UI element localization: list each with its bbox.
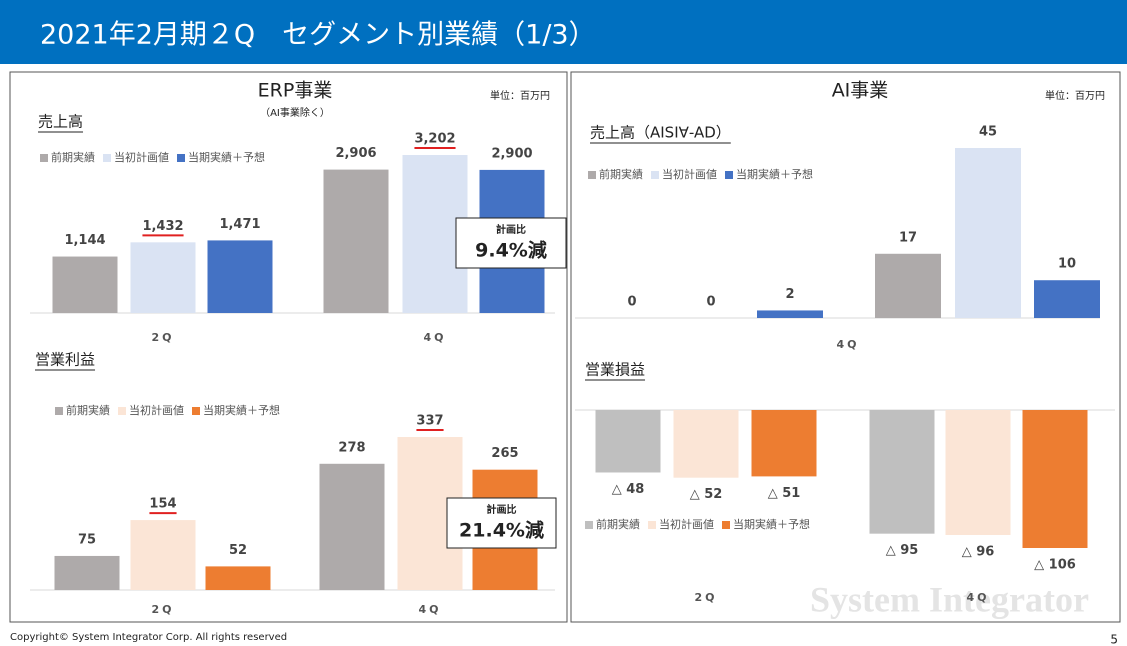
x-tick-label: 2Q: [151, 603, 174, 616]
x-tick-label: 4Q: [423, 331, 446, 344]
bar: [751, 410, 817, 477]
bar: [207, 240, 273, 313]
legend-swatch: [177, 154, 185, 162]
data-label: 52: [229, 543, 247, 558]
bar: [1034, 280, 1100, 318]
bar: [205, 566, 271, 590]
legend-label: 前期実績: [599, 167, 643, 181]
header-title: 2021年2月期２Q セグメント別業績（1/3）: [40, 20, 596, 51]
chart-title: 営業損益: [585, 361, 645, 379]
callout-text: 21.4%減: [459, 519, 544, 542]
data-label: 17: [899, 230, 917, 245]
bar: [52, 256, 118, 313]
unit: 単位：百万円: [1045, 89, 1105, 102]
legend-label: 当初計画値: [114, 150, 169, 164]
data-label: △ 52: [690, 487, 723, 502]
header-bar: [0, 0, 1127, 64]
data-label: 2,906: [335, 146, 376, 161]
bar: [1022, 410, 1088, 548]
data-label: △ 96: [962, 544, 995, 559]
callout-text: 9.4%減: [475, 239, 547, 262]
legend-label: 当初計画値: [659, 517, 714, 531]
bar: [130, 520, 196, 590]
data-label: △ 48: [612, 482, 645, 497]
data-label: 1,471: [219, 217, 260, 232]
bar: [673, 410, 739, 478]
legend-label: 当期実績＋予想: [203, 403, 280, 417]
panel-title: ERP事業: [258, 80, 333, 102]
legend-label: 当初計画値: [662, 167, 717, 181]
legend-swatch: [648, 521, 656, 529]
legend-swatch: [651, 171, 659, 179]
callout-box: [455, 217, 567, 269]
bar: [869, 410, 935, 534]
callout-box: [446, 497, 557, 549]
data-label: 1,144: [64, 233, 105, 248]
watermark: System Integrator: [810, 579, 1089, 619]
chart-title: 営業利益: [35, 351, 95, 369]
legend-swatch: [725, 171, 733, 179]
data-label: 278: [338, 440, 365, 455]
x-tick-label: 2Q: [151, 331, 174, 344]
data-label: 337: [416, 414, 443, 429]
bar: [54, 555, 120, 590]
panel-title: AI事業: [832, 80, 889, 102]
copyright: Copyright© System Integrator Corp. All r…: [10, 632, 287, 643]
data-label: 265: [491, 446, 518, 461]
panel-subtitle: （AI事業除く）: [260, 106, 330, 119]
legend-swatch: [722, 521, 730, 529]
chart-title: 売上高（AISI∀-AD）: [590, 124, 731, 142]
legend-swatch: [55, 407, 63, 415]
data-label: 0: [706, 295, 715, 310]
data-label: 75: [78, 532, 96, 547]
legend-label: 前期実績: [66, 403, 110, 417]
legend-swatch: [588, 171, 596, 179]
legend-label: 当期実績＋予想: [736, 167, 813, 181]
x-tick-label: 4Q: [418, 603, 441, 616]
data-label: 10: [1058, 257, 1076, 272]
legend-label: 当初計画値: [129, 403, 184, 417]
legend-swatch: [40, 154, 48, 162]
bar: [945, 410, 1011, 535]
data-label: 3,202: [414, 132, 455, 147]
data-label: 154: [149, 497, 176, 512]
legend-swatch: [118, 407, 126, 415]
bar: [875, 253, 941, 318]
x-tick-label: 4Q: [836, 338, 859, 351]
legend-label: 前期実績: [51, 150, 95, 164]
x-tick-label: 4Q: [966, 591, 989, 604]
legend-swatch: [192, 407, 200, 415]
panel-right: [570, 71, 1121, 623]
bar: [595, 410, 661, 473]
callout-label: 計画比: [487, 503, 517, 516]
legend-swatch: [585, 521, 593, 529]
page-number: 5: [1110, 633, 1118, 646]
legend-label: 当期実績＋予想: [188, 150, 265, 164]
data-label: △ 106: [1034, 558, 1076, 573]
chart-title: 売上高: [38, 113, 83, 131]
legend-label: 前期実績: [596, 517, 640, 531]
legend-label: 当期実績＋予想: [733, 517, 810, 531]
callout-label: 計画比: [496, 223, 526, 236]
bar: [955, 148, 1021, 318]
bar: [319, 463, 385, 590]
bar: [130, 242, 196, 313]
data-label: △ 95: [886, 543, 919, 558]
data-label: 1,432: [142, 219, 183, 234]
data-label: 0: [627, 295, 636, 310]
data-label: 45: [979, 125, 997, 140]
data-label: 2: [785, 287, 794, 302]
unit: 単位：百万円: [490, 89, 550, 102]
x-tick-label: 2Q: [694, 591, 717, 604]
bar: [323, 169, 389, 313]
panel-left: [9, 71, 568, 623]
bar: [757, 310, 823, 318]
data-label: 2,900: [491, 146, 532, 161]
legend-swatch: [103, 154, 111, 162]
data-label: △ 51: [768, 486, 801, 501]
